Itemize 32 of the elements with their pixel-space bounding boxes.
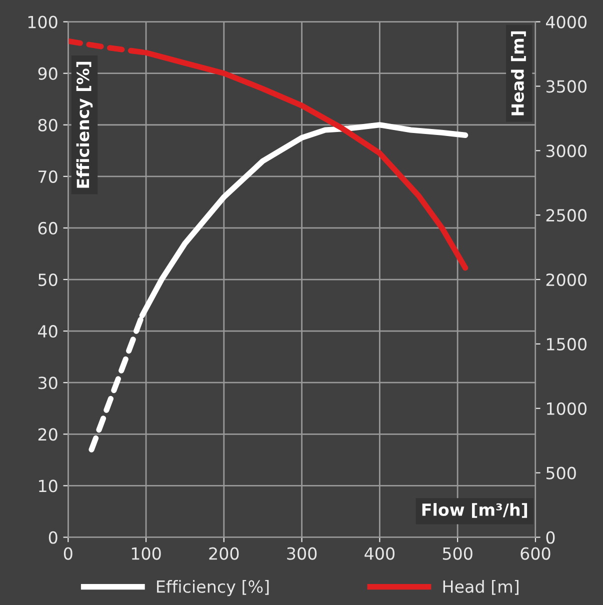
- y-tick-label: 80: [38, 118, 58, 132]
- legend-label: Efficiency [%]: [157, 580, 269, 596]
- x-tick-label: 300: [287, 547, 317, 560]
- y2-tick-label: 3500: [546, 80, 586, 93]
- y2-tick-label: 0: [546, 531, 555, 544]
- y2-axis-title: Head [m]: [511, 31, 526, 116]
- x-axis-title: Flow [m³/h]: [422, 503, 528, 518]
- y-tick-label: 100: [28, 16, 58, 28]
- y-tick-label: 70: [38, 170, 58, 183]
- y2-tick-label: 1500: [547, 338, 586, 351]
- x-tick-label: 600: [520, 547, 550, 560]
- x-tick-label: 100: [132, 547, 161, 560]
- y-tick-label: 0: [48, 531, 58, 544]
- x-tick-label: 0: [64, 547, 72, 560]
- y2-tick-label: 3000: [546, 144, 586, 158]
- y2-tick-label: 2500: [546, 209, 586, 222]
- y-tick-label: 90: [38, 67, 58, 80]
- y-tick-label: 20: [38, 428, 58, 441]
- legend-label: Head [m]: [443, 580, 518, 595]
- x-tick-label: 500: [442, 547, 472, 560]
- y-tick-label: 40: [38, 325, 58, 338]
- y-axis-title: Efficiency [%]: [76, 62, 93, 188]
- y-tick-label: 50: [38, 273, 58, 286]
- x-tick-label: 400: [364, 547, 394, 560]
- y-tick-label: 10: [39, 480, 58, 492]
- y2-tick-label: 500: [546, 466, 576, 480]
- y-tick-label: 30: [38, 376, 58, 390]
- x-tick-label: 200: [209, 547, 239, 560]
- y2-tick-label: 4000: [546, 16, 586, 28]
- y-tick-label: 60: [38, 222, 58, 235]
- y2-tick-label: 2000: [546, 273, 586, 286]
- y2-tick-label: 1000: [547, 402, 586, 415]
